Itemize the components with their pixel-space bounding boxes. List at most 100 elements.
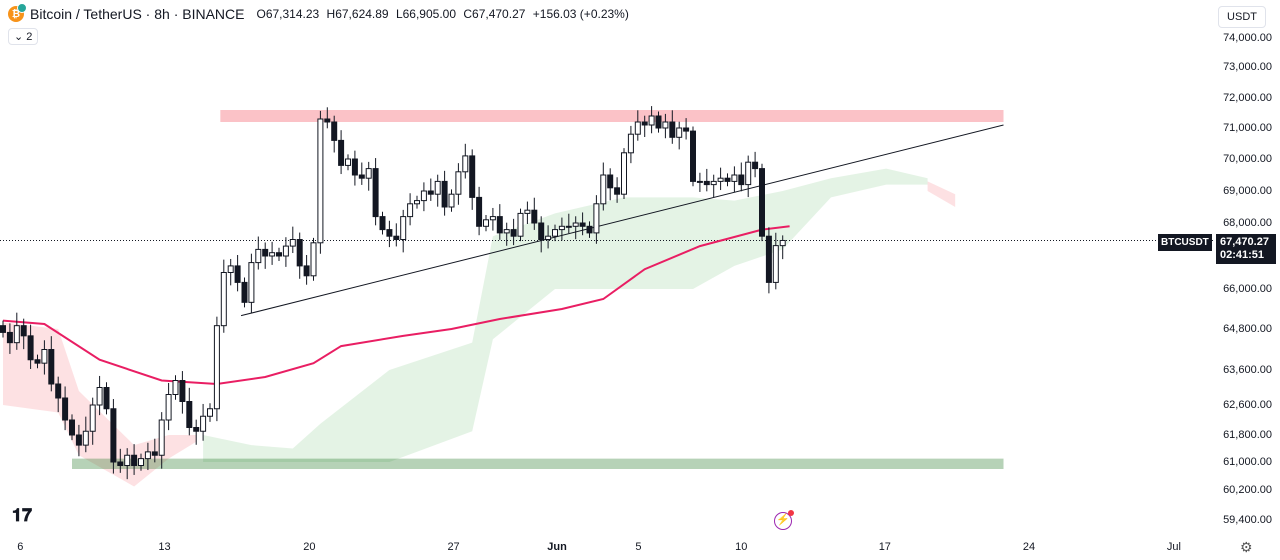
candle-down [69,419,75,436]
price-tick-label: 73,000.00 [1223,61,1272,73]
moving-average-line [2,225,790,386]
symbol-price-tag: BTCUSDT [1158,234,1212,251]
candle-up [455,171,462,195]
candle-up [82,430,89,446]
time-tick-label: Jul [1166,541,1181,553]
candle-up [96,387,103,406]
candle-up [414,200,420,205]
candle-down [752,161,759,170]
candle-up [483,219,489,227]
candle-down [386,229,393,237]
candle-down [103,387,110,410]
candle-down [331,121,338,141]
candle-down [351,158,358,176]
indicators-toggle-button[interactable]: ⌄ 2 [8,28,39,45]
candle-up [489,216,496,221]
candle-down [193,427,200,432]
candle-down [48,349,55,385]
candle-down [476,196,483,227]
candle-up [172,380,179,395]
alert-icon[interactable]: ⚡ [774,510,794,530]
candle-up [282,245,289,257]
candle-up [710,180,717,186]
candle-down [27,335,34,361]
candle-down [179,380,186,402]
time-tick-label: Jun [547,541,567,553]
change-value: +156.03 (+0.23%) [532,7,629,21]
candle-up [248,262,255,303]
candle-down [690,130,696,182]
candle-down [296,239,303,267]
candle-up [731,174,738,182]
candle-down [276,252,282,257]
candle-down [703,180,710,186]
candle-down [117,461,124,466]
settings-icon[interactable]: ⚙ [1240,539,1253,555]
candle-down [427,190,434,195]
candle-down [241,281,248,303]
tradingview-logo[interactable]: 𝟏𝟕 [12,505,33,525]
candle-up [124,454,131,466]
resistance-zone [220,110,1004,122]
candle-down [372,168,379,218]
price-tick-label: 64,800.00 [1223,323,1272,335]
candle-down [0,325,6,333]
candle-up [317,118,324,244]
symbol-title[interactable]: Bitcoin / TetherUS · 8h · BINANCE [30,6,245,22]
candle-up [717,177,724,182]
candle-down [759,168,765,237]
candle-down [538,222,545,240]
candle-down [131,454,138,466]
price-chart[interactable] [0,0,1215,535]
candle-up [269,252,276,257]
candle-up [448,193,455,208]
candle-up [593,203,600,234]
candle-up [400,216,407,241]
candle-up [310,242,317,277]
price-tick-label: 74,000.00 [1223,32,1272,44]
candle-down [234,265,241,283]
time-tick-label: 20 [303,541,316,553]
time-tick-label: 17 [878,541,891,553]
last-price-tag: 67,470.27 02:41:51 [1216,234,1276,264]
price-tick-label: 63,600.00 [1223,364,1272,376]
candle-up [634,121,641,135]
ichimoku-cloud-bearish [927,181,956,207]
candle-up [627,133,634,154]
candle-down [614,187,621,195]
price-tick-label: 68,000.00 [1223,217,1272,229]
price-tick-label: 62,600.00 [1223,399,1272,411]
candle-up [545,235,552,240]
candle-up [558,225,565,231]
candle-up [213,325,220,410]
symbol-legend: ₿ Bitcoin / TetherUS · 8h · BINANCE O67,… [8,3,633,22]
price-tick-label: 59,400.00 [1223,514,1272,526]
price-tick-label: 60,200.00 [1223,484,1272,496]
candle-down [393,235,400,240]
price-tick-label: 61,000.00 [1223,456,1272,468]
candle-up [779,239,786,247]
candle-down [669,121,676,138]
candle-up [420,190,427,202]
time-tick-label: 24 [1022,541,1036,553]
candle-down [683,127,690,132]
bitcoin-icon: ₿ [8,3,27,22]
candle-up [220,272,227,327]
ichimoku-cloud-bullish [203,168,928,462]
candle-down [151,451,158,456]
low-value: L66,905.00 [395,7,457,21]
candle-up [524,209,531,214]
candle-up [158,419,165,456]
candle-up [207,408,213,417]
candle-down [724,177,731,182]
candle-up [165,394,172,421]
candle-up [345,158,351,166]
candle-up [227,265,234,273]
candle-up [41,349,48,364]
candle-up [552,229,558,237]
candle-up [365,168,372,179]
currency-select[interactable]: USDT [1218,6,1266,28]
last-price: 67,470.27 [1220,236,1269,248]
candle-down [358,174,365,179]
candle-up [89,404,96,432]
